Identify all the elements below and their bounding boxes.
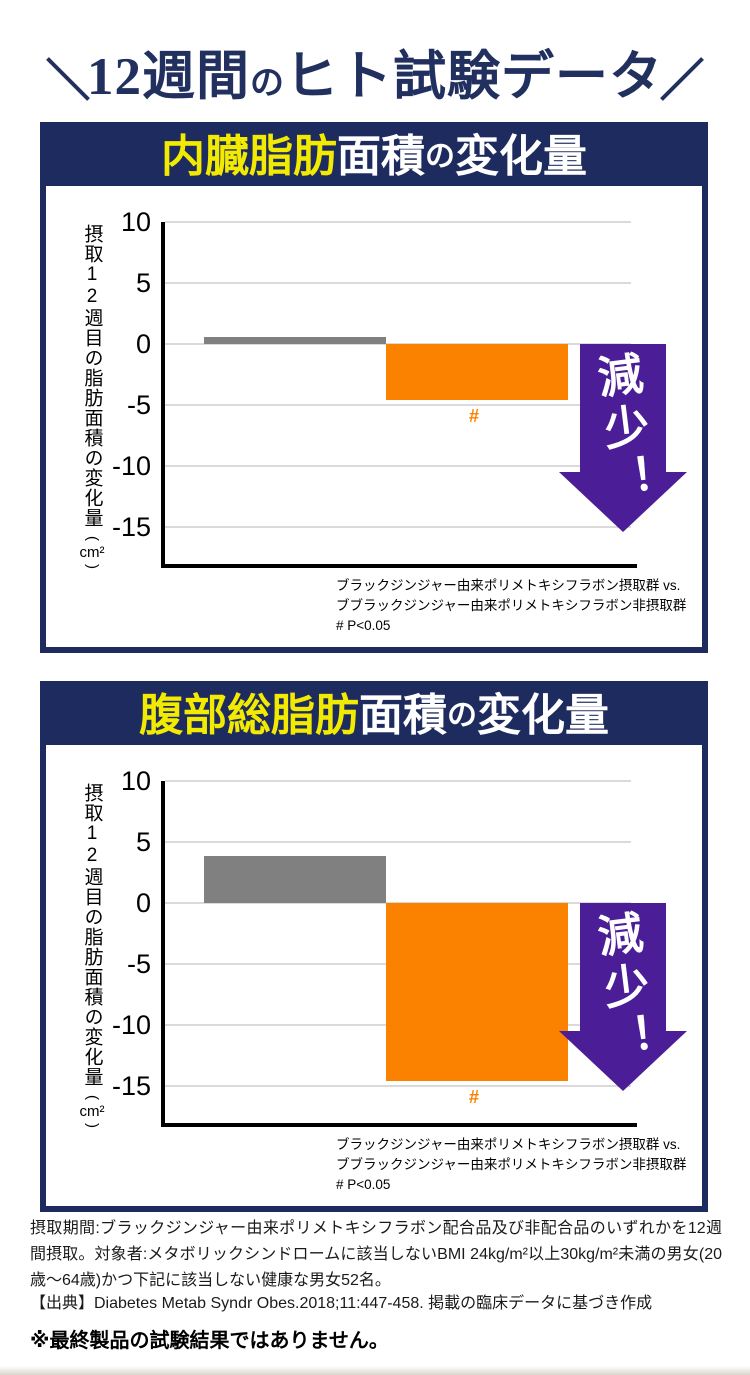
main-title-row: 12週間のヒト試験データ (0, 38, 750, 118)
footnote-line: ブラックジンジャー由来ポリメトキシフラボン摂取群 vs. (336, 1137, 681, 1152)
y-tick-label: 5 (135, 268, 151, 299)
visceral-fat-chart: 摂取12週目の脂肪面積の変化量 ( cm² ) 10 5 0 -5 -10 -15 # 減少… (80, 207, 687, 569)
gridline (165, 221, 631, 223)
decrease-arrow-shaft (580, 903, 666, 1035)
chart-title-particle: の (447, 699, 477, 732)
bar (204, 855, 386, 904)
y-axis-line (161, 222, 165, 568)
page-title: 12週間のヒト試験データ (0, 38, 750, 123)
decrease-arrow-shaft (580, 344, 666, 476)
disclaimer-note: ※最終製品の試験結果ではありません。 (30, 1330, 389, 1352)
y-axis-label-text: 摂取12週目の脂肪面積の変化量 (81, 783, 103, 1087)
visceral-fat-chart-title: 内臓脂肪 面積の変化量 (46, 128, 702, 186)
decrease-arrow-head (559, 472, 687, 532)
y-tick-label: -10 (111, 1010, 151, 1041)
abdominal-fat-panel: 腹部総脂肪 面積の変化量 摂取12週目の脂肪面積の変化量 ( cm² ) 10 5 0… (40, 681, 708, 1212)
y-tick-label: -15 (111, 512, 151, 543)
footnote-line: ブブラックジンジャー由来ポリメトキシフラボン非摂取群 (336, 598, 687, 613)
unit-open-paren: ( (83, 1095, 101, 1100)
chart-title-particle: の (425, 140, 455, 173)
decrease-arrow: 減少！ (559, 903, 687, 1091)
y-tick-label: -5 (126, 949, 151, 980)
abdominal-fat-chart: 摂取12週目の脂肪面積の変化量 ( cm² ) 10 5 0 -5 -10 -15 # 減少… (80, 766, 687, 1128)
source-citation: 【出典】Diabetes Metab Syndr Obes.2018;11:44… (30, 1295, 653, 1312)
gridline (165, 1085, 631, 1088)
y-axis-label-text: 摂取12週目の脂肪面積の変化量 (81, 224, 103, 528)
gridline (165, 404, 631, 407)
gridline (165, 465, 631, 468)
footnote-p-value: # P<0.05 (336, 1177, 391, 1192)
y-tick-label: -15 (111, 1071, 151, 1102)
decrease-arrow-head (559, 1031, 687, 1091)
chart-footnote: ブラックジンジャー由来ポリメトキシフラボン摂取群 vs. ブブラックジンジャー由… (336, 1135, 696, 1195)
footnote-line: ブブラックジンジャー由来ポリメトキシフラボン非摂取群 (336, 1157, 687, 1172)
abdominal-fat-chart-title: 腹部総脂肪 面積の変化量 (46, 687, 702, 745)
bar (386, 903, 568, 1082)
visceral-fat-panel: 内臓脂肪 面積の変化量 摂取12週目の脂肪面積の変化量 ( cm² ) 10 5 0 -… (40, 122, 708, 653)
chart-title-rest: 変化量 (455, 132, 587, 181)
unit-open-paren: ( (83, 536, 101, 541)
y-tick-label: 0 (135, 888, 151, 919)
y-axis-unit: ( cm² ) (80, 1092, 105, 1131)
chart-title-rest: 変化量 (477, 691, 609, 740)
chart-footnote: ブラックジンジャー由来ポリメトキシフラボン摂取群 vs. ブブラックジンジャー由… (336, 576, 696, 636)
gridline (165, 841, 631, 844)
x-axis-line (161, 1123, 637, 1127)
significance-marker: # (469, 406, 480, 427)
chart-title-highlight: 内臓脂肪 (161, 132, 337, 181)
y-axis-unit: ( cm² ) (80, 533, 105, 572)
gridline (165, 282, 631, 285)
unit-close-paren: ) (83, 564, 101, 569)
page-title-post: ヒト試験データ (285, 48, 663, 106)
gridline (165, 780, 631, 782)
bottom-fade-decoration (0, 1366, 750, 1375)
chart-title-rest: 面積 (337, 132, 425, 181)
footnote-line: ブラックジンジャー由来ポリメトキシフラボン摂取群 vs. (336, 578, 681, 593)
gridline (165, 526, 631, 529)
footnote-p-value: # P<0.05 (336, 618, 391, 633)
page-title-pre: 12週間 (87, 48, 250, 106)
y-axis-line (161, 781, 165, 1127)
y-tick-label: 5 (135, 827, 151, 858)
unit-text: cm² (79, 1103, 105, 1120)
page-title-particle: の (250, 65, 285, 102)
decrease-arrow: 減少！ (559, 344, 687, 532)
y-tick-label: 0 (135, 329, 151, 360)
x-axis-line (161, 564, 637, 568)
y-tick-label: -10 (111, 451, 151, 482)
y-axis-label: 摂取12週目の脂肪面積の変化量 ( cm² ) (75, 224, 109, 576)
significance-marker: # (469, 1087, 480, 1108)
y-tick-label: 10 (120, 207, 151, 237)
y-tick-label: -5 (126, 390, 151, 421)
chart-title-highlight: 腹部総脂肪 (139, 691, 359, 740)
y-tick-label: 10 (120, 766, 151, 796)
bar (204, 336, 386, 345)
unit-text: cm² (79, 544, 105, 561)
y-axis-label: 摂取12週目の脂肪面積の変化量 ( cm² ) (75, 783, 109, 1135)
chart-title-rest: 面積 (359, 691, 447, 740)
bar (386, 344, 568, 401)
study-conditions-note: 摂取期間:ブラックジンジャー由来ポリメトキシフラボン配合品及び非配合品のいずれか… (30, 1220, 722, 1289)
unit-close-paren: ) (83, 1123, 101, 1128)
